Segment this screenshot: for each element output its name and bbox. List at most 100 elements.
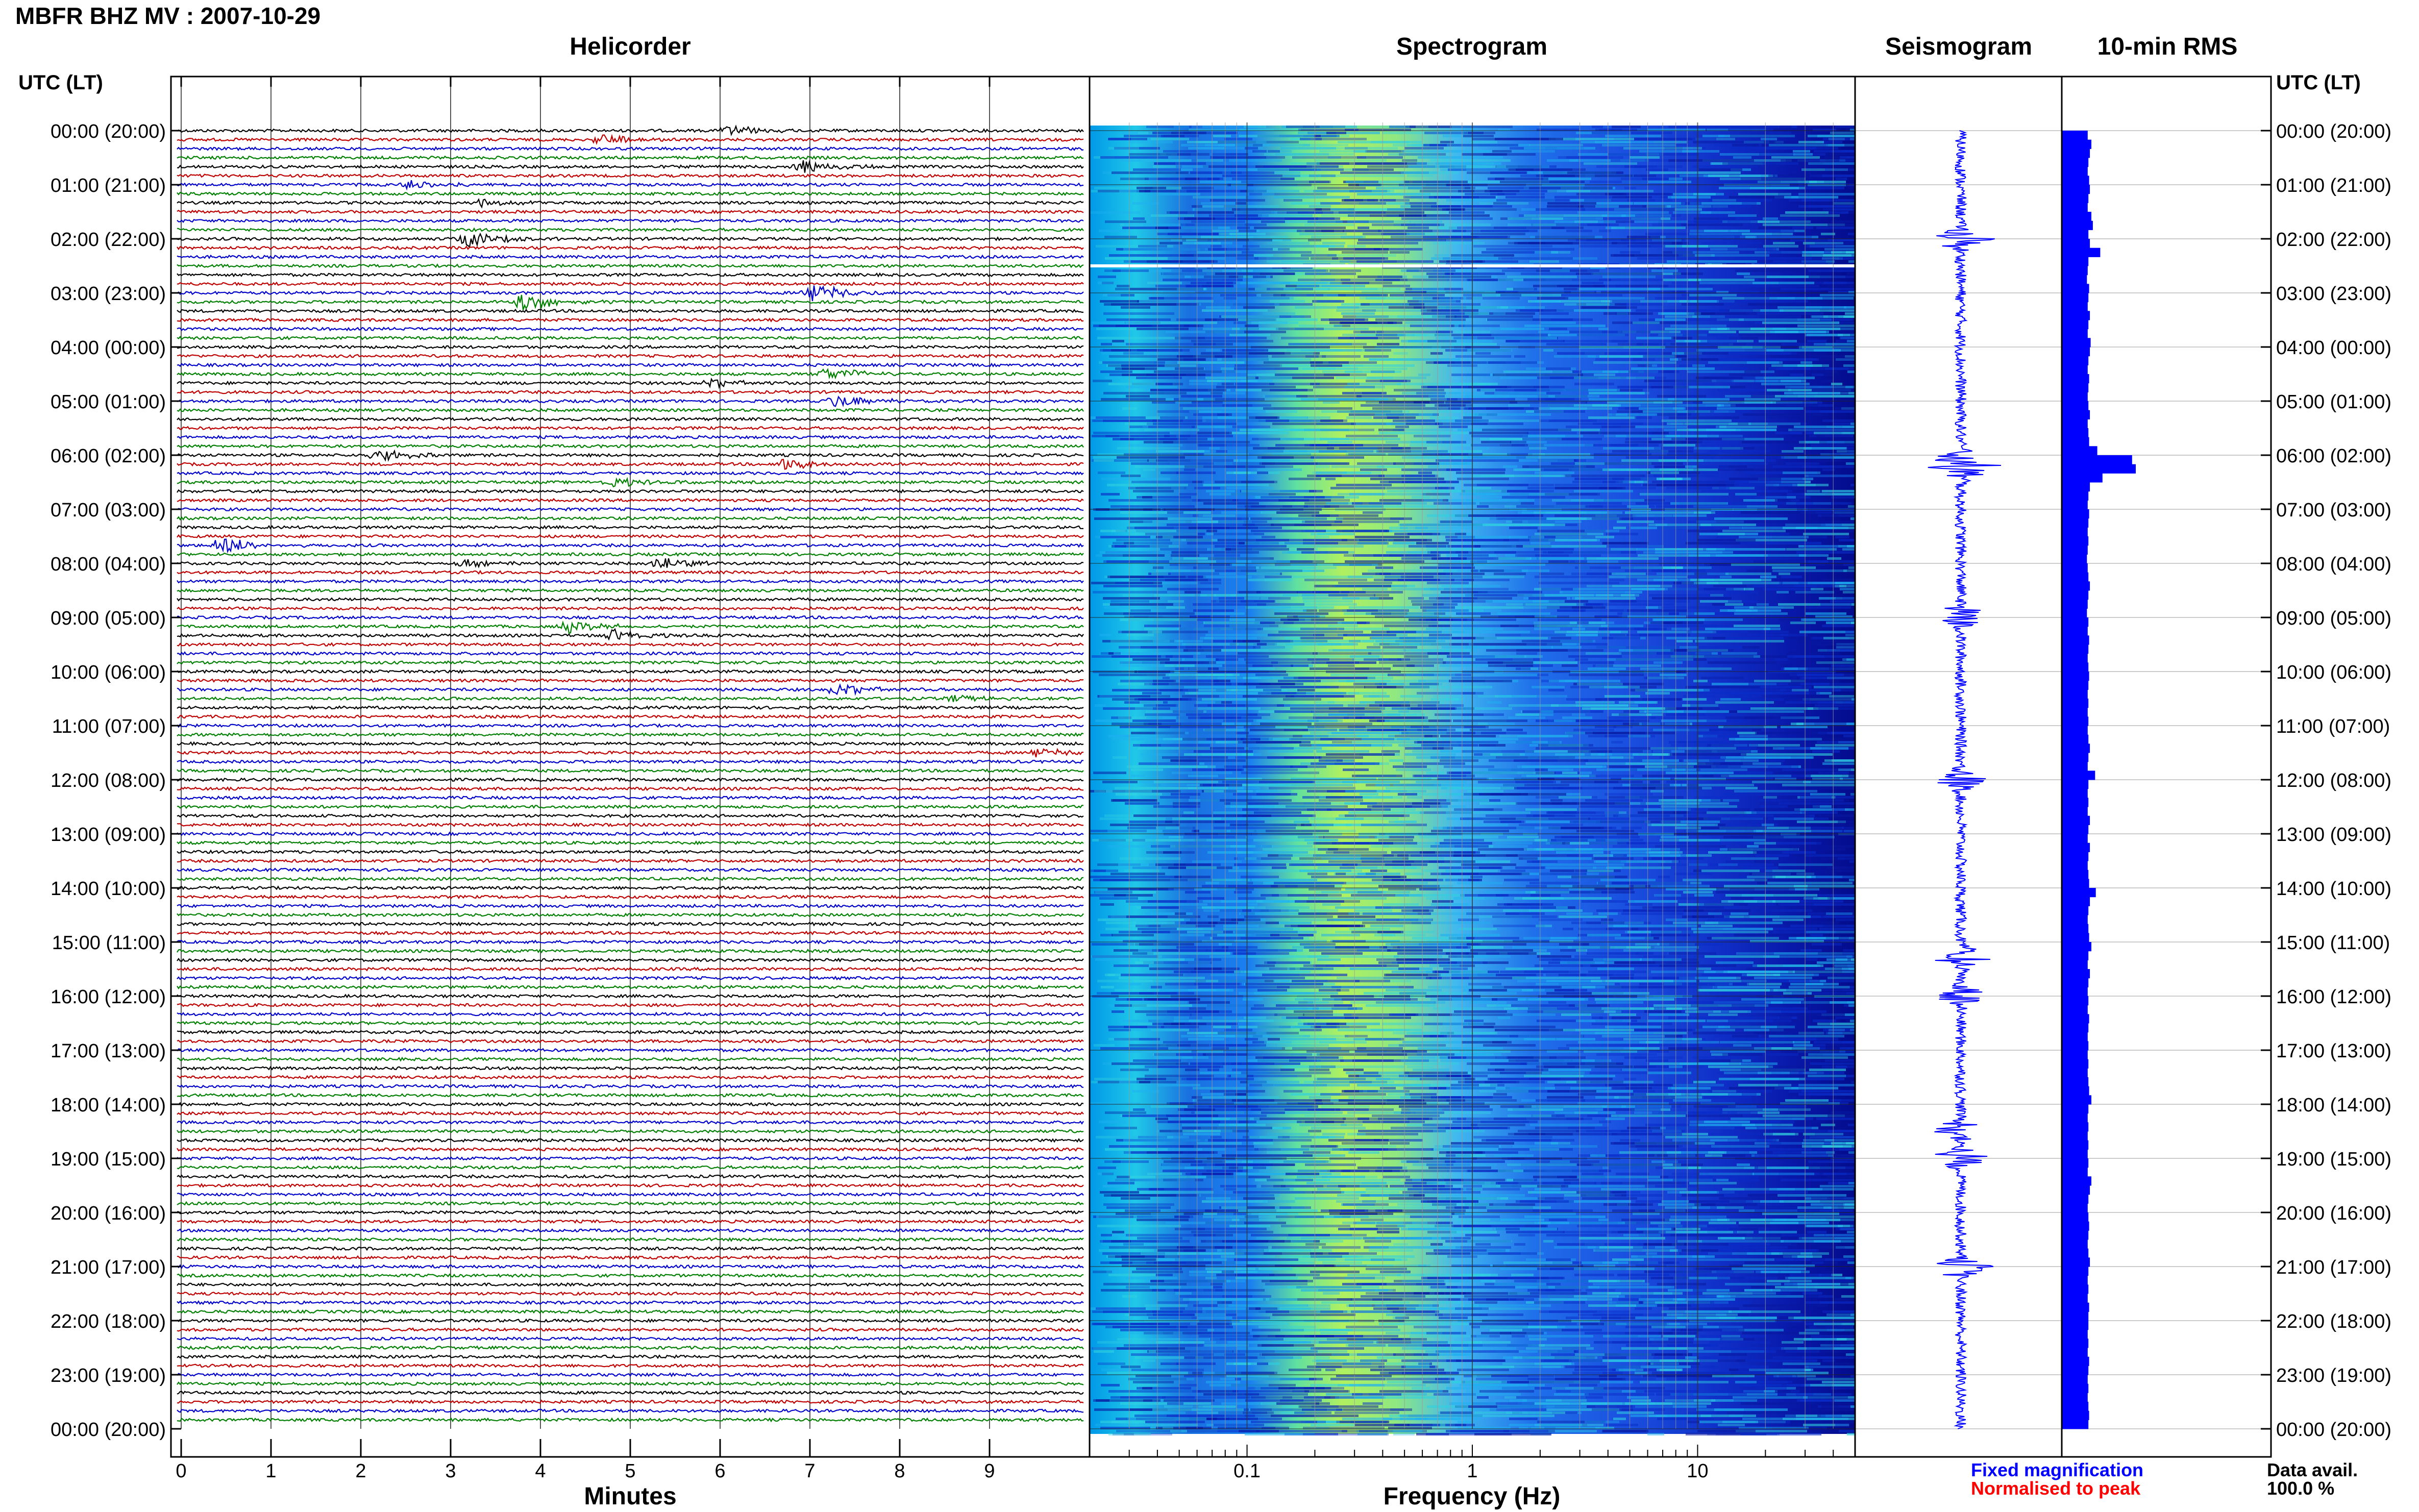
spectrogram-speckle xyxy=(1606,885,1629,887)
spectrogram-speckle xyxy=(1821,514,1855,517)
spectrogram-speckle xyxy=(1303,542,1389,544)
spectrogram-speckle xyxy=(1198,147,1263,150)
spectrogram-speckle xyxy=(1291,778,1376,780)
spectrogram-speckle xyxy=(1571,499,1644,502)
spectrogram-speckle xyxy=(1120,511,1211,514)
spectrogram-speckle xyxy=(1769,144,1844,146)
spectrogram-speckle xyxy=(1532,741,1562,743)
spectrogram-speckle xyxy=(1301,551,1348,554)
spectrogram-speckle xyxy=(1650,790,1664,792)
spectrogram-speckle xyxy=(1314,138,1367,140)
helicorder-trace xyxy=(177,449,1084,462)
helicorder-trace xyxy=(177,748,1084,758)
spectrogram-speckle xyxy=(1708,199,1772,202)
spectrogram-speckle xyxy=(1426,545,1512,548)
spectrogram-speckle xyxy=(1576,830,1634,832)
spectrogram-speckle xyxy=(1364,686,1396,688)
spectrogram-speckle xyxy=(1298,279,1350,281)
spectrogram-speckle xyxy=(1708,919,1734,921)
spectrogram-speckle xyxy=(1517,765,1602,768)
spectrogram-speckle xyxy=(1182,643,1253,646)
spectrogram-speckle xyxy=(1695,640,1784,642)
spectrogram-speckle xyxy=(1244,726,1275,728)
spectrogram-speckle xyxy=(1139,762,1199,765)
spectrogram-speckle xyxy=(1279,315,1311,318)
spectrogram-speckle xyxy=(1261,496,1325,499)
spectrogram-speckle xyxy=(1548,744,1583,747)
helicorder-trace xyxy=(177,1408,1084,1414)
spectrogram-speckle xyxy=(1406,419,1485,422)
spectrogram-speckle xyxy=(1091,830,1147,832)
spectrogram-speckle xyxy=(1739,915,1821,918)
spectrogram-speckle xyxy=(1144,741,1213,743)
spectrogram-speckle xyxy=(1725,759,1759,762)
spectrogram-speckle xyxy=(1308,897,1387,900)
spectrogram-speckle xyxy=(1182,165,1208,168)
spectrogram-speckle xyxy=(1243,358,1311,361)
spectrogram-speckle xyxy=(1241,490,1309,492)
spectrogram-speckle xyxy=(1673,211,1711,214)
spectrogram-speckle xyxy=(1686,692,1772,695)
spectrogram-speckle xyxy=(1839,257,1855,260)
spectrogram-speckle xyxy=(1420,851,1475,854)
spectrogram-speckle xyxy=(1563,928,1573,930)
spectrogram-speckle xyxy=(1730,147,1816,150)
spectrogram-speckle xyxy=(1572,946,1655,949)
spectrogram-speckle xyxy=(1820,603,1852,606)
spectrogram-speckle xyxy=(1426,441,1466,443)
spectrogram-speckle xyxy=(1805,475,1855,477)
spectrogram-speckle xyxy=(1746,897,1818,900)
spectrogram-speckle xyxy=(1121,643,1186,646)
spectrogram-speckle xyxy=(1241,876,1279,878)
spectrogram-speckle xyxy=(1233,817,1309,820)
spectrogram-speckle xyxy=(1097,695,1150,698)
spectrogram-speckle xyxy=(1270,300,1305,303)
spectrogram-speckle xyxy=(1461,863,1516,866)
spectrogram-speckle xyxy=(1629,254,1679,257)
spectrogram-speckle xyxy=(1634,885,1645,887)
spectrogram-speckle xyxy=(1230,802,1247,805)
spectrogram-speckle xyxy=(1280,618,1344,621)
spectrogram-speckle xyxy=(1266,940,1327,943)
spectrogram-speckle xyxy=(1589,842,1645,845)
spectrogram-speckle xyxy=(1364,181,1378,183)
spectrogram-speckle xyxy=(1338,622,1357,624)
spectrogram-speckle xyxy=(1682,294,1712,296)
spectrogram-speckle xyxy=(1283,677,1368,679)
spectrogram-speckle xyxy=(1506,603,1576,606)
spectrogram-speckle xyxy=(1262,389,1313,391)
spectrogram-speckle xyxy=(1585,799,1643,802)
spectrogram-speckle xyxy=(1215,272,1295,275)
spectrogram-speckle xyxy=(1108,138,1131,140)
spectrogram-speckle xyxy=(1188,147,1224,150)
spectrogram-speckle xyxy=(1258,677,1294,679)
spectrogram-speckle xyxy=(1612,713,1651,716)
spectrogram-speckle xyxy=(1612,478,1657,480)
spectrogram-speckle xyxy=(1843,364,1855,367)
spectrogram-speckle xyxy=(1522,511,1607,514)
spectrogram-speckle xyxy=(1734,790,1817,792)
spectrogram-speckle xyxy=(1650,472,1679,474)
spectrogram-speckle xyxy=(1103,597,1160,600)
spectrogram-speckle xyxy=(1658,312,1701,315)
spectrogram-speckle xyxy=(1760,922,1839,924)
spectrogram-speckle xyxy=(1592,857,1634,860)
spectrogram-speckle xyxy=(1246,735,1313,737)
spectrogram-speckle xyxy=(1286,805,1348,808)
spectrogram-speckle xyxy=(1690,300,1717,303)
spectrogram-speckle xyxy=(1401,340,1492,342)
spectrogram-speckle xyxy=(1183,811,1194,814)
spectrogram-speckle xyxy=(1753,490,1788,492)
spectrogram-speckle xyxy=(1199,830,1230,832)
spectrogram-speckle xyxy=(1779,618,1855,621)
spectrogram-speckle xyxy=(1742,352,1797,355)
spectrogram-speckle xyxy=(1820,857,1855,860)
spectrogram-speckle xyxy=(1546,343,1607,345)
helicorder-trace xyxy=(177,1183,1084,1188)
spectrogram-speckle xyxy=(1708,361,1779,364)
spectrogram-speckle xyxy=(1463,135,1494,137)
spectrogram-speckle xyxy=(1379,643,1469,646)
spectrogram-speckle xyxy=(1851,622,1855,624)
spectrogram-speckle xyxy=(1651,824,1718,826)
spectrogram-speckle xyxy=(1316,750,1369,753)
